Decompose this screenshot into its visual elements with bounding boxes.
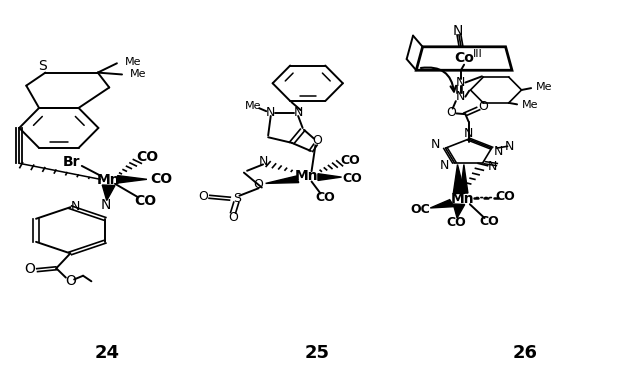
- Text: N: N: [505, 140, 514, 153]
- Text: N: N: [258, 155, 268, 168]
- Text: N: N: [431, 138, 440, 151]
- Text: CO: CO: [150, 172, 172, 186]
- Text: Me: Me: [536, 82, 552, 92]
- Text: CO: CO: [340, 154, 360, 167]
- Text: O: O: [478, 100, 488, 113]
- Text: N: N: [440, 159, 449, 172]
- Text: N: N: [453, 24, 463, 38]
- Polygon shape: [460, 165, 468, 193]
- Text: O: O: [198, 190, 208, 203]
- Text: Br: Br: [63, 155, 80, 169]
- Text: Mn: Mn: [97, 173, 121, 187]
- Text: 25: 25: [305, 344, 330, 362]
- Text: CO: CO: [342, 172, 362, 185]
- Polygon shape: [453, 165, 465, 194]
- Text: O: O: [24, 262, 35, 276]
- Text: N: N: [71, 200, 80, 213]
- Text: CO: CO: [136, 150, 158, 164]
- Text: N: N: [488, 160, 497, 173]
- Text: O: O: [312, 135, 322, 147]
- Polygon shape: [453, 204, 465, 218]
- Text: III: III: [473, 49, 483, 59]
- Text: CO: CO: [479, 215, 499, 228]
- Text: CO: CO: [495, 190, 515, 203]
- Text: 24: 24: [94, 344, 119, 362]
- Text: CO: CO: [316, 191, 335, 204]
- Text: N: N: [266, 106, 276, 119]
- Polygon shape: [430, 200, 454, 208]
- Text: 26: 26: [512, 344, 537, 362]
- Text: N: N: [456, 76, 465, 89]
- Text: CO: CO: [446, 216, 465, 229]
- Text: Me: Me: [522, 100, 538, 110]
- Text: N: N: [494, 145, 503, 158]
- Polygon shape: [318, 174, 342, 180]
- Text: N: N: [456, 90, 465, 103]
- Text: Me: Me: [124, 57, 141, 67]
- Text: N: N: [464, 127, 473, 140]
- Text: CO: CO: [135, 194, 156, 207]
- Text: O: O: [254, 178, 263, 191]
- Text: Mn: Mn: [295, 170, 319, 183]
- Text: O: O: [65, 274, 76, 288]
- Polygon shape: [103, 185, 115, 201]
- Text: N: N: [100, 198, 111, 212]
- Text: Co: Co: [454, 51, 474, 65]
- Text: S: S: [233, 192, 242, 205]
- Text: Me: Me: [129, 69, 146, 80]
- Text: OC: OC: [411, 203, 431, 216]
- Text: Mn: Mn: [451, 192, 474, 206]
- Text: S: S: [38, 59, 47, 73]
- Polygon shape: [117, 176, 147, 183]
- Polygon shape: [265, 176, 299, 183]
- Text: Me: Me: [245, 101, 261, 111]
- Text: O: O: [446, 106, 456, 119]
- Text: O: O: [228, 211, 238, 224]
- Text: N: N: [294, 106, 303, 119]
